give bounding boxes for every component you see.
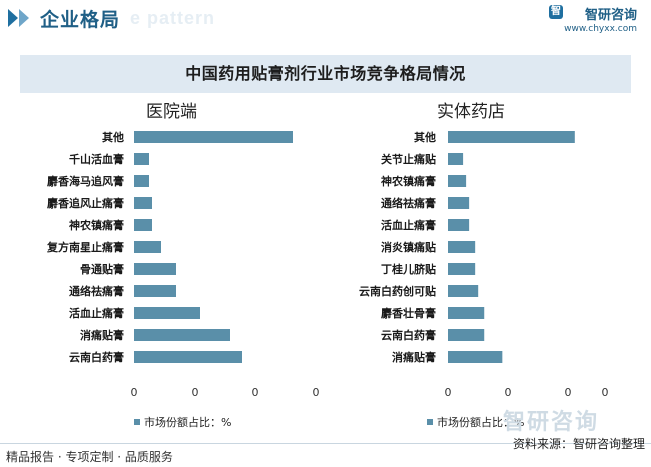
x-tick-label: 0 <box>565 386 572 399</box>
brand-url[interactable]: www.chyxx.com <box>564 24 637 34</box>
category-label: 麝香海马追风膏 <box>47 174 124 188</box>
chevron-icon <box>19 9 29 27</box>
bar <box>134 197 152 209</box>
category-label: 千山活血膏 <box>69 152 124 166</box>
category-label: 麝香追风止痛膏 <box>47 196 124 210</box>
legend-swatch <box>427 419 433 425</box>
brand: 智研咨询 www.chyxx.com <box>564 4 637 34</box>
bar <box>448 241 476 253</box>
right-legend: 市场份额占比：% <box>427 414 524 430</box>
category-label: 云南白药膏 <box>381 328 436 342</box>
bar <box>134 153 149 165</box>
category-label: 关节止痛贴 <box>381 152 436 166</box>
category-label: 复方南星止痛膏 <box>46 240 124 254</box>
category-label: 云南白药膏 <box>69 350 124 364</box>
x-tick-label: 0 <box>445 386 452 399</box>
footer-watermark: 智研咨询 <box>503 410 600 435</box>
category-label: 云南白药创可贴 <box>359 284 436 298</box>
category-label: 消痛贴膏 <box>80 328 124 342</box>
footer-divider <box>0 443 651 444</box>
bar <box>134 307 200 319</box>
footer-slogan: 精品报告 · 专项定制 · 品质服务 <box>6 450 173 464</box>
bar <box>448 219 470 231</box>
bar <box>448 307 485 319</box>
category-label: 通络祛痛膏 <box>381 196 436 210</box>
page-header: 企业格局 e pattern 智 智研咨询 www.chyxx.com <box>0 0 651 40</box>
bar <box>448 175 467 187</box>
bar <box>448 329 485 341</box>
x-tick-label: 0 <box>602 386 609 399</box>
x-tick-label: 0 <box>505 386 512 399</box>
bar <box>134 329 230 341</box>
category-label: 神农镇痛膏 <box>69 218 124 232</box>
category-label: 活血止痛膏 <box>381 218 436 232</box>
chart-title: 中国药用贴膏剂行业市场竞争格局情况 <box>20 55 631 93</box>
bar <box>448 285 479 297</box>
category-label: 活血止痛膏 <box>69 306 124 320</box>
category-label: 丁桂儿脐贴 <box>381 262 436 276</box>
bar <box>448 263 476 275</box>
category-label: 麝香壮骨膏 <box>381 306 436 320</box>
bar <box>134 263 176 275</box>
bar <box>134 219 152 231</box>
category-label: 消痛贴膏 <box>392 350 436 364</box>
source-note: 资料来源：智研咨询整理 <box>512 437 645 451</box>
right-chart-title: 实体药店 <box>437 102 505 122</box>
legend-swatch <box>134 419 140 425</box>
brand-logo-icon: 智 <box>549 5 563 19</box>
category-label: 骨通贴膏 <box>80 262 124 276</box>
chevron-icon <box>8 9 18 27</box>
x-tick-label: 0 <box>192 386 199 399</box>
x-tick-label: 0 <box>252 386 259 399</box>
bar <box>134 285 176 297</box>
bar <box>448 153 464 165</box>
legend-label: 市场份额占比：% <box>144 416 232 429</box>
x-tick-label: 0 <box>131 386 138 399</box>
bar <box>448 131 575 143</box>
category-label: 通络祛痛膏 <box>69 284 124 298</box>
section-title: 企业格局 <box>40 9 121 31</box>
bar <box>134 131 293 143</box>
header-watermark: e pattern <box>130 8 216 28</box>
brand-name: 智研咨询 <box>584 8 637 23</box>
bar <box>448 197 470 209</box>
x-tick-label: 0 <box>313 386 320 399</box>
bar <box>134 351 242 363</box>
left-legend: 市场份额占比：% <box>134 414 231 430</box>
category-label: 其他 <box>102 130 124 144</box>
category-label: 神农镇痛膏 <box>381 174 436 188</box>
bar <box>134 241 161 253</box>
bar <box>134 175 149 187</box>
legend-label: 市场份额占比：% <box>437 416 525 429</box>
left-chart-title: 医院端 <box>146 102 197 122</box>
category-label: 其他 <box>414 130 436 144</box>
category-label: 消炎镇痛贴 <box>381 240 436 254</box>
bar <box>448 351 503 363</box>
